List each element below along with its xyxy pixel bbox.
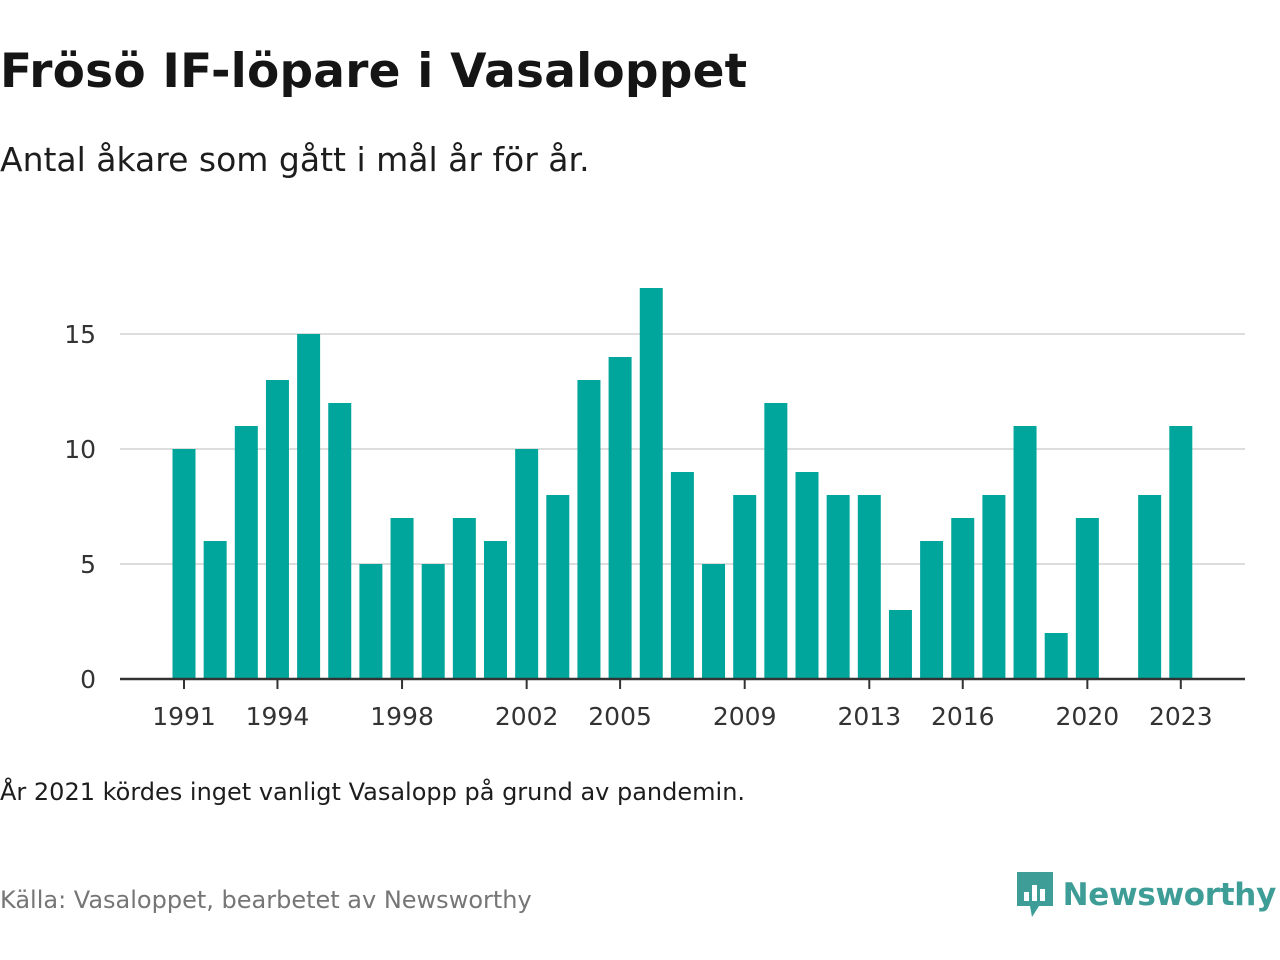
bar-2001 [484, 541, 507, 679]
bar-1999 [421, 564, 445, 679]
bar-2014 [888, 610, 912, 679]
bar-1997 [359, 564, 383, 679]
bar-2013 [857, 495, 881, 679]
axes [120, 677, 1245, 689]
bar-2012 [826, 495, 850, 679]
chart-title: Frösö IF-löpare i Vasaloppet [0, 44, 748, 99]
bar-2003 [546, 495, 570, 679]
x-tick-label: 1994 [246, 702, 310, 731]
bars [172, 288, 1193, 679]
bar-2022 [1138, 495, 1162, 679]
x-tick-label: 1998 [370, 702, 434, 731]
tick-labels: 0 5 10 15 1991 1994 1998 2002 2005 2009 2013 2016 20… [64, 320, 1212, 731]
x-tick-label: 2009 [713, 702, 777, 731]
x-tick-label: 2013 [837, 702, 901, 731]
bar-1996 [328, 403, 352, 679]
x-tick-label: 2020 [1056, 702, 1120, 731]
bar-2000 [452, 518, 476, 679]
x-tick-label: 2002 [495, 702, 559, 731]
chart-note: År 2021 kördes inget vanligt Vasalopp på… [0, 778, 746, 806]
x-tick-label: 2005 [588, 702, 652, 731]
bar-2018 [1013, 426, 1037, 679]
bar-1994 [265, 380, 289, 679]
bar-2007 [670, 472, 694, 679]
bar-2002 [515, 449, 539, 679]
bar-2015 [920, 541, 944, 679]
bar-2006 [639, 288, 663, 679]
y-tick-label: 5 [80, 550, 96, 579]
x-tick-label: 2023 [1149, 702, 1213, 731]
brand-name: Newsworthy [1062, 877, 1277, 913]
bar-2008 [702, 564, 726, 679]
bar-2005 [608, 357, 632, 679]
bar-1993 [234, 426, 258, 679]
bar-2016 [951, 518, 975, 679]
bar-2023 [1169, 426, 1193, 679]
bar-2020 [1075, 518, 1099, 679]
bar-1991 [172, 449, 196, 679]
bar-2009 [733, 495, 757, 679]
bar-1992 [203, 541, 227, 679]
bar-2019 [1044, 633, 1068, 679]
bar-2011 [795, 472, 819, 679]
newsworthy-logo-icon [1016, 872, 1053, 917]
brand-logo: Newsworthy [1015, 870, 1276, 920]
y-tick-label: 15 [64, 320, 96, 349]
bar-chart: 0 5 10 15 1991 1994 1998 2002 2005 2009 2013 2016 20… [64, 288, 1245, 731]
y-tick-label: 10 [64, 435, 96, 464]
x-tick-label: 1991 [152, 702, 216, 731]
bar-2017 [982, 495, 1006, 679]
y-tick-label: 0 [80, 665, 96, 694]
source-credit: Källa: Vasaloppet, bearbetet av Newswort… [0, 886, 532, 914]
chart-subtitle: Antal åkare som gått i mål år för år. [0, 140, 590, 179]
bar-2004 [577, 380, 601, 679]
x-tick-label: 2016 [931, 702, 995, 731]
bar-1995 [297, 334, 321, 679]
bar-1998 [390, 518, 414, 679]
bar-2010 [764, 403, 788, 679]
